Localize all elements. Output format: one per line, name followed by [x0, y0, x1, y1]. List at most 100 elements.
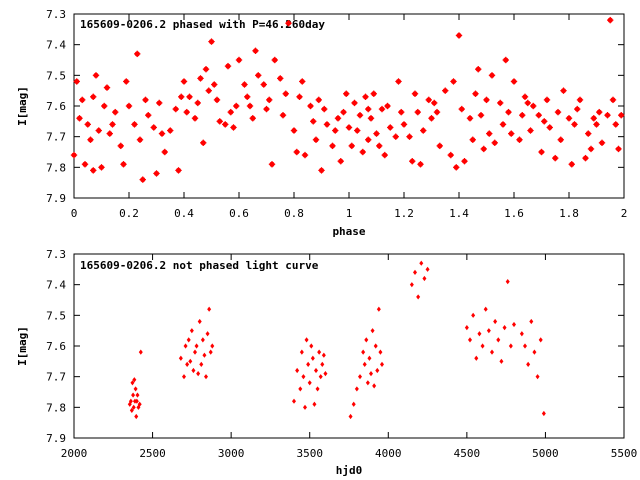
data-point — [499, 358, 504, 364]
data-point — [392, 133, 399, 140]
data-point — [314, 367, 318, 374]
data-point — [348, 413, 353, 420]
data-point — [186, 337, 191, 343]
data-point — [134, 413, 139, 420]
data-point — [188, 358, 193, 364]
x-tick-label: 1 — [346, 207, 353, 220]
data-point — [266, 96, 273, 104]
data-point — [207, 306, 212, 312]
x-axis-label: phase — [332, 225, 365, 238]
data-point — [290, 127, 298, 134]
data-point — [384, 102, 391, 110]
data-point — [458, 105, 465, 113]
data-point — [546, 124, 553, 131]
data-point — [208, 349, 213, 355]
data-point — [508, 343, 513, 349]
data-point — [612, 121, 619, 128]
data-point — [227, 108, 234, 116]
data-point — [499, 121, 507, 128]
data-point — [295, 367, 300, 374]
data-point — [409, 282, 414, 288]
data-point — [447, 151, 454, 159]
data-point — [90, 93, 97, 100]
data-point — [362, 361, 367, 367]
data-point — [535, 374, 540, 380]
data-point — [211, 81, 218, 88]
data-point — [210, 343, 215, 349]
data-point — [488, 72, 496, 79]
data-point — [436, 142, 443, 150]
data-point — [235, 56, 243, 64]
data-point — [202, 66, 210, 73]
data-point — [307, 102, 314, 110]
data-point — [425, 96, 432, 104]
data-point — [260, 81, 267, 88]
data-point — [486, 130, 493, 137]
data-point — [370, 90, 377, 97]
data-point — [510, 78, 518, 85]
data-point — [475, 66, 482, 73]
data-point — [312, 136, 320, 143]
x-tick-label: 3500 — [296, 447, 323, 460]
data-point — [372, 383, 377, 389]
data-point — [318, 167, 325, 174]
data-point — [296, 93, 303, 100]
data-point — [332, 127, 339, 134]
data-point — [263, 105, 270, 113]
data-point — [571, 121, 578, 128]
data-point — [161, 148, 168, 156]
data-point — [277, 75, 284, 82]
x-tick-label: 0.6 — [229, 207, 249, 220]
data-point — [222, 121, 229, 128]
data-point — [378, 349, 383, 355]
data-point — [486, 328, 491, 334]
data-point — [178, 355, 183, 361]
data-point — [491, 139, 498, 146]
data-point — [433, 108, 441, 116]
data-point — [358, 374, 362, 380]
data-point — [213, 96, 221, 104]
y-tick-label: 7.7 — [46, 131, 66, 144]
data-point — [419, 260, 424, 266]
data-point — [351, 99, 358, 107]
data-point — [497, 99, 504, 107]
data-point — [123, 78, 130, 85]
data-point — [196, 371, 201, 377]
data-point — [428, 115, 435, 122]
x-tick-label: 1.6 — [504, 207, 524, 220]
data-point — [321, 352, 326, 358]
data-point — [477, 112, 485, 119]
data-point — [422, 275, 427, 282]
data-point — [79, 96, 86, 104]
y-tick-label: 7.5 — [46, 69, 66, 82]
data-point — [590, 115, 597, 122]
data-point — [469, 136, 476, 143]
data-point — [244, 93, 251, 100]
x-tick-label: 1.8 — [559, 207, 579, 220]
data-point — [318, 374, 323, 380]
data-point — [135, 392, 140, 398]
x-tick-label: 0 — [71, 207, 78, 220]
data-point — [348, 142, 355, 150]
data-point — [194, 343, 199, 349]
data-point — [317, 349, 322, 355]
data-point — [483, 96, 490, 104]
data-point — [464, 325, 469, 331]
data-point — [521, 93, 529, 100]
data-point — [197, 75, 204, 82]
data-point — [471, 312, 476, 318]
data-point — [502, 325, 507, 331]
data-point — [298, 386, 303, 392]
data-point — [340, 108, 347, 116]
data-point — [241, 81, 248, 88]
x-axis-label: hjd0 — [336, 464, 363, 477]
data-point — [138, 349, 143, 355]
data-point — [413, 269, 417, 275]
data-point — [516, 136, 523, 143]
data-point — [309, 343, 314, 349]
data-point — [431, 99, 438, 107]
x-tick-label: 2 — [621, 207, 628, 220]
data-point — [134, 50, 141, 58]
data-point — [406, 133, 413, 140]
data-point — [299, 78, 306, 85]
